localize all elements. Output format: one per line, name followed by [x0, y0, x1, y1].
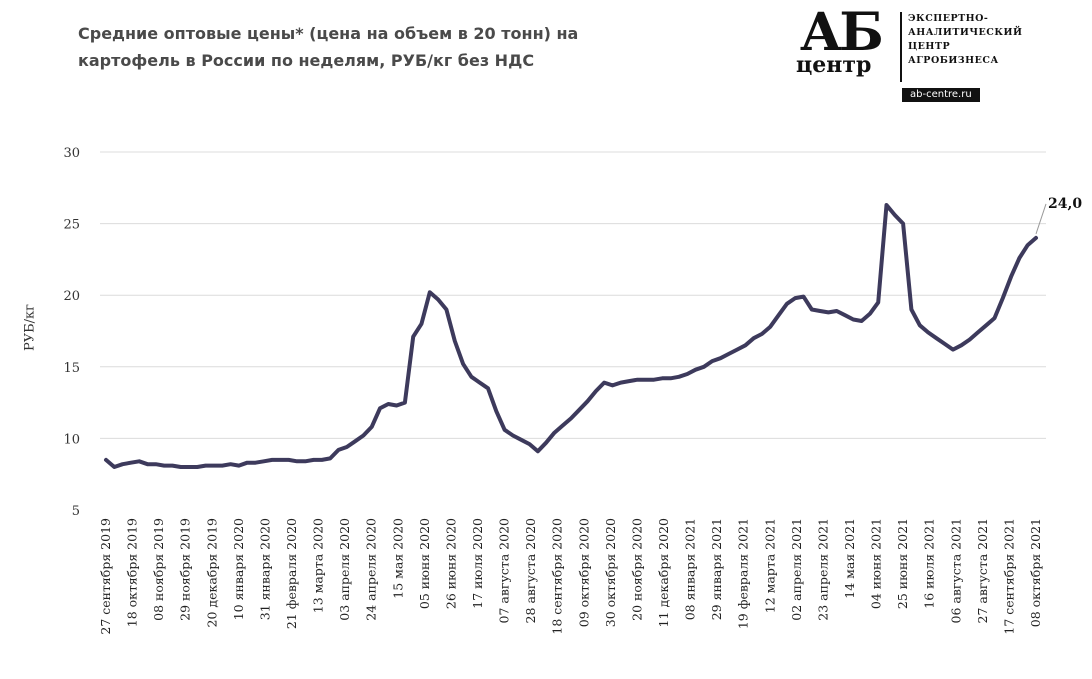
x-tick-label: 11 декабря 2020	[656, 518, 671, 627]
x-tick-label: 10 января 2020	[231, 518, 246, 620]
y-tick-label: 5	[72, 504, 80, 519]
annotation-leader	[1035, 203, 1047, 235]
x-tick-label: 14 мая 2021	[842, 518, 857, 599]
data-label-last: 24,0	[1048, 196, 1082, 212]
logo-caption-line-2: АНАЛИТИЧЕСКИЙ	[908, 27, 1023, 38]
ab-centre-logo: АБ центр ЭКСПЕРТНО- АНАЛИТИЧЕСКИЙ ЦЕНТР …	[796, 2, 1086, 110]
y-tick-label: 15	[63, 361, 80, 376]
x-tick-label: 23 апреля 2021	[815, 518, 830, 621]
x-tick-label: 20 ноября 2020	[629, 518, 644, 621]
x-tick-label: 09 октября 2020	[576, 518, 591, 627]
x-tick-label: 16 июля 2021	[922, 518, 937, 609]
chart-title-line-1: Средние оптовые цены* (цена на объем в 2…	[78, 24, 579, 43]
x-tick-label: 27 августа 2021	[975, 518, 990, 623]
x-tick-label: 15 мая 2020	[390, 518, 405, 599]
x-tick-label: 03 апреля 2020	[337, 518, 352, 621]
y-tick-label: 30	[63, 146, 80, 161]
series-line-price	[104, 203, 1038, 469]
gridlines	[100, 151, 1046, 439]
x-axis-ticks: 27 сентября 2019 18 октября 2019 08 ноября…	[98, 518, 1043, 635]
logo-url: ab-centre.ru	[902, 88, 980, 102]
x-tick-label: 29 ноября 2019	[178, 518, 193, 621]
x-tick-label: 24 апреля 2020	[364, 518, 379, 621]
x-tick-label: 21 февраля 2020	[284, 518, 299, 629]
x-tick-label: 04 июня 2021	[869, 518, 884, 609]
x-tick-label: 17 сентября 2021	[1001, 518, 1016, 635]
x-tick-label: 30 октября 2020	[603, 518, 618, 627]
x-tick-label: 27 сентября 2019	[98, 518, 113, 635]
x-tick-label: 07 августа 2020	[497, 518, 512, 623]
logo-caption-line-1: ЭКСПЕРТНО-	[908, 13, 989, 24]
x-tick-label: 26 июня 2020	[443, 518, 458, 609]
x-tick-label: 29 января 2021	[709, 518, 724, 620]
y-tick-label: 25	[63, 218, 80, 233]
logo-word: центр	[796, 52, 872, 78]
logo-caption: ЭКСПЕРТНО- АНАЛИТИЧЕСКИЙ ЦЕНТР АГРОБИЗНЕ…	[908, 12, 1022, 68]
x-tick-label: 08 января 2021	[683, 518, 698, 620]
x-tick-label: 13 марта 2020	[311, 518, 326, 613]
logo-caption-line-3: ЦЕНТР	[908, 41, 951, 52]
logo-mark: АБ	[800, 2, 884, 63]
x-tick-label: 19 февраля 2021	[736, 518, 751, 629]
y-tick-label: 20	[63, 289, 80, 304]
chart-title-line-2: картофель в России по неделям, РУБ/кг бе…	[78, 51, 535, 70]
logo-divider	[900, 12, 902, 82]
x-tick-label: 31 января 2020	[257, 518, 272, 620]
x-tick-label: 02 апреля 2021	[789, 518, 804, 621]
chart-title: Средние оптовые цены* (цена на объем в 2…	[78, 20, 678, 74]
x-tick-label: 20 декабря 2019	[204, 518, 219, 627]
x-tick-label: 08 октября 2021	[1028, 518, 1043, 627]
y-axis-ticks: 5 10 15 20 25 30	[63, 146, 80, 519]
x-tick-label: 06 августа 2021	[948, 518, 963, 623]
x-tick-label: 12 марта 2021	[762, 518, 777, 613]
x-tick-label: 08 ноября 2019	[151, 518, 166, 621]
y-tick-label: 10	[63, 432, 80, 447]
x-tick-label: 18 октября 2019	[125, 518, 140, 627]
x-tick-label: 25 июня 2021	[895, 518, 910, 609]
x-tick-label: 05 июня 2020	[417, 518, 432, 609]
x-tick-label: 17 июля 2020	[470, 518, 485, 609]
x-tick-label: 18 сентября 2020	[550, 518, 565, 635]
logo-caption-line-4: АГРОБИЗНЕСА	[908, 55, 999, 66]
x-tick-label: 28 августа 2020	[523, 518, 538, 623]
